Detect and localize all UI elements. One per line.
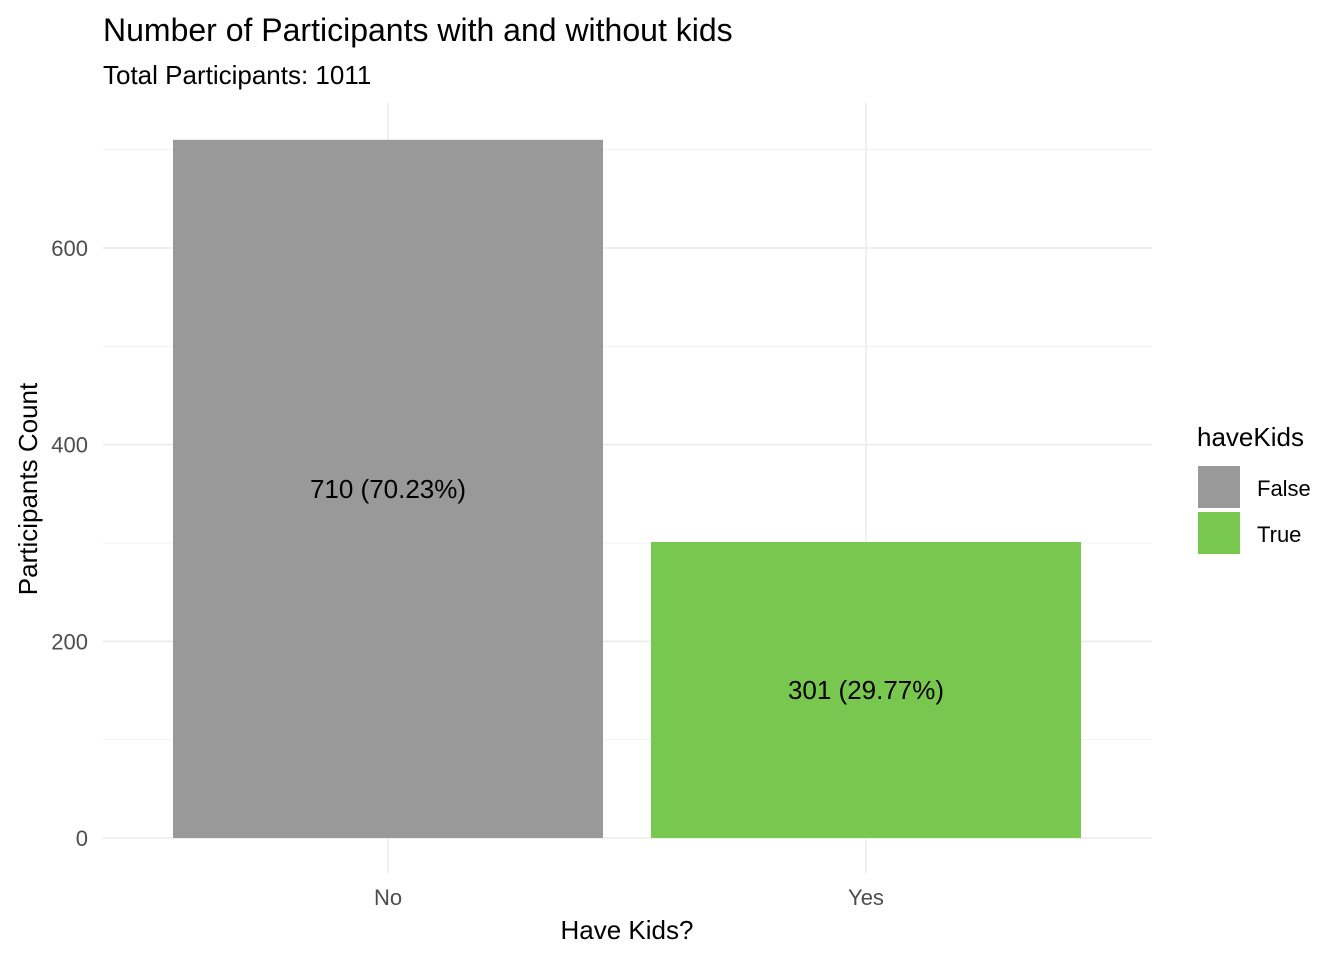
y-tick-label: 600 <box>51 236 88 261</box>
data-label-no: 710 (70.23%) <box>310 474 466 504</box>
y-axis-title: Participants Count <box>13 382 43 595</box>
legend-swatch-true <box>1198 512 1240 554</box>
legend-label-true: True <box>1257 522 1301 547</box>
legend-label-false: False <box>1257 476 1311 501</box>
chart-subtitle: Total Participants: 1011 <box>103 60 371 90</box>
y-tick-label: 0 <box>76 826 88 851</box>
data-labels: 710 (70.23%) 301 (29.77%) <box>310 474 944 705</box>
x-tick-labels: No Yes <box>374 885 884 910</box>
x-axis-title: Have Kids? <box>561 915 694 945</box>
data-label-yes: 301 (29.77%) <box>788 675 944 705</box>
y-tick-label: 200 <box>51 629 88 654</box>
x-tick-label: No <box>374 885 402 910</box>
y-tick-labels: 0 200 400 600 <box>51 236 88 851</box>
legend-swatch-false <box>1198 466 1240 508</box>
y-tick-label: 400 <box>51 433 88 458</box>
legend-title: haveKids <box>1197 422 1304 452</box>
legend: haveKids False True <box>1197 422 1311 554</box>
chart-title: Number of Participants with and without … <box>103 12 733 48</box>
x-tick-label: Yes <box>848 885 884 910</box>
bars-group <box>173 139 1081 839</box>
bar-yes <box>651 542 1081 838</box>
bar-no <box>173 139 603 839</box>
